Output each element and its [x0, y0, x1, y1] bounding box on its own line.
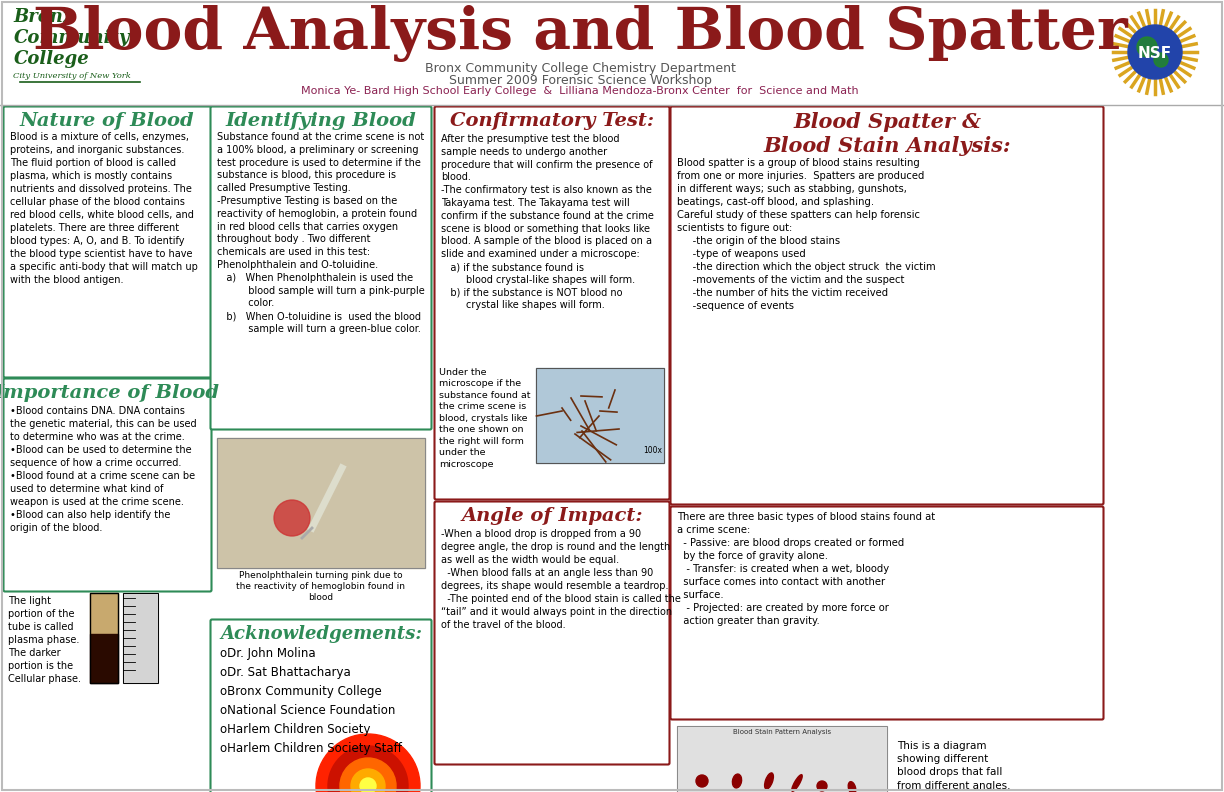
Text: oDr. John Molina
oDr. Sat Bhattacharya
oBronx Community College
oNational Scienc: oDr. John Molina oDr. Sat Bhattacharya o… — [220, 647, 401, 755]
Text: Blood Stain Pattern Analysis: Blood Stain Pattern Analysis — [733, 729, 831, 735]
Text: 100x: 100x — [643, 446, 662, 455]
Bar — [536, 368, 663, 463]
Text: Acknowledgements:: Acknowledgements: — [220, 625, 422, 643]
FancyBboxPatch shape — [671, 507, 1104, 719]
Text: City University of New York: City University of New York — [13, 72, 131, 80]
Bar — [0, 0, 1224, 105]
Circle shape — [1137, 37, 1157, 57]
Text: The light
portion of the
tube is called
plasma phase.
The darker
portion is the
: The light portion of the tube is called … — [9, 596, 81, 684]
Text: NSF: NSF — [1138, 47, 1173, 62]
Bar — [122, 593, 158, 683]
FancyBboxPatch shape — [4, 379, 212, 592]
Text: •Blood contains DNA. DNA contains
the genetic material, this can be used
to dete: •Blood contains DNA. DNA contains the ge… — [10, 406, 197, 533]
Ellipse shape — [816, 781, 827, 791]
Circle shape — [328, 746, 408, 792]
Text: Nature of Blood: Nature of Blood — [20, 112, 195, 130]
Text: Summer 2009 Forensic Science Workshop: Summer 2009 Forensic Science Workshop — [448, 74, 711, 87]
Ellipse shape — [732, 774, 742, 788]
Circle shape — [360, 778, 376, 792]
Bar — [91, 593, 118, 634]
Circle shape — [316, 734, 420, 792]
Bar — [677, 726, 887, 792]
Bar — [91, 593, 118, 683]
Text: Importance of Blood: Importance of Blood — [0, 384, 219, 402]
Text: -When a blood drop is dropped from a 90
degree angle, the drop is round and the : -When a blood drop is dropped from a 90 … — [441, 529, 681, 630]
Bar — [91, 634, 118, 683]
FancyBboxPatch shape — [211, 619, 432, 792]
Text: Phenolphthalein turning pink due to
the reactivity of hemoglobin found in
blood: Phenolphthalein turning pink due to the … — [236, 571, 405, 602]
Circle shape — [1129, 25, 1182, 79]
FancyBboxPatch shape — [4, 106, 212, 378]
Text: Under the
microscope if the
substance found at
the crime scene is
blood, crystal: Under the microscope if the substance fo… — [439, 368, 530, 469]
Text: Bronx Community College Chemistry Department: Bronx Community College Chemistry Depart… — [425, 62, 736, 75]
Text: Blood Spatter &
Blood Stain Analysis:: Blood Spatter & Blood Stain Analysis: — [764, 112, 1011, 156]
Ellipse shape — [765, 773, 774, 789]
Text: After the presumptive test the blood
sample needs to undergo another
procedure t: After the presumptive test the blood sam… — [441, 134, 654, 310]
Bar — [536, 368, 663, 463]
Text: Bronx
Community
College: Bronx Community College — [13, 8, 130, 67]
Text: Monica Ye- Bard High School Early College  &  Lilliana Mendoza-Bronx Center  for: Monica Ye- Bard High School Early Colleg… — [301, 86, 859, 96]
Circle shape — [1154, 53, 1168, 67]
Ellipse shape — [696, 775, 707, 787]
Circle shape — [351, 769, 386, 792]
FancyBboxPatch shape — [671, 106, 1104, 505]
FancyBboxPatch shape — [435, 501, 670, 764]
Text: Blood spatter is a group of blood stains resulting
from one or more injuries.  S: Blood spatter is a group of blood stains… — [677, 158, 935, 311]
Text: Identifying Blood: Identifying Blood — [225, 112, 416, 130]
Ellipse shape — [792, 775, 802, 791]
Text: Blood Analysis and Blood Spatter: Blood Analysis and Blood Spatter — [33, 5, 1127, 62]
Bar — [122, 593, 158, 683]
Bar — [217, 438, 425, 568]
Text: Blood is a mixture of cells, enzymes,
proteins, and inorganic substances.
The fl: Blood is a mixture of cells, enzymes, pr… — [10, 132, 198, 285]
Circle shape — [274, 500, 310, 536]
FancyBboxPatch shape — [211, 106, 432, 429]
Bar — [677, 726, 887, 792]
Text: This is a diagram
showing different
blood drops that fall
from different angles.: This is a diagram showing different bloo… — [897, 741, 1011, 790]
Text: Substance found at the crime scene is not
a 100% blood, a preliminary or screeni: Substance found at the crime scene is no… — [217, 132, 425, 334]
FancyBboxPatch shape — [435, 106, 670, 500]
Bar — [217, 438, 425, 568]
Ellipse shape — [848, 782, 856, 792]
Circle shape — [340, 758, 397, 792]
Text: Confirmatory Test:: Confirmatory Test: — [450, 112, 654, 130]
Text: There are three basic types of blood stains found at
a crime scene:
  - Passive:: There are three basic types of blood sta… — [677, 512, 935, 626]
Text: Angle of Impact:: Angle of Impact: — [461, 507, 643, 525]
